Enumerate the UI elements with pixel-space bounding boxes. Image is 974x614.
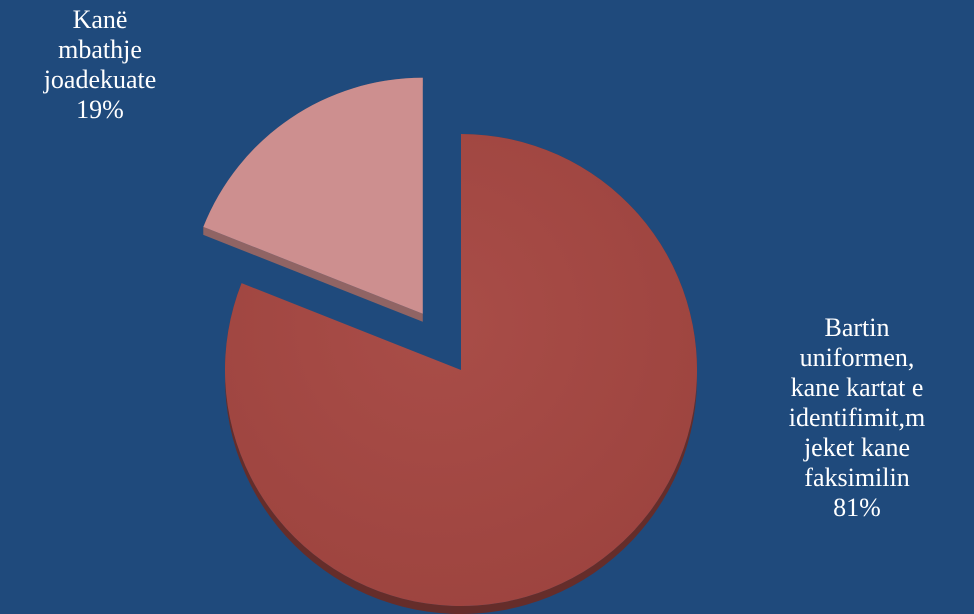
slice-label-line: jeket kane (803, 433, 911, 462)
slice-value-label: 19% (76, 95, 124, 124)
slice-label-line: identifimit,m (788, 403, 926, 432)
slice-label-line: Bartin (824, 313, 890, 342)
slice-label-inadequate-attire: Kanë mbathje joadekuate 19% (0, 5, 200, 125)
slice-label-line: Kanë (72, 5, 128, 34)
pie-slice-wall (203, 226, 423, 322)
slice-label-uniform-id-badge: Bartin uniformen, kane kartat e identifi… (740, 313, 974, 523)
pie-slice-inadequate-attire (203, 77, 423, 314)
slice-label-line: mbathje (58, 35, 142, 64)
pie-slice-uniform-id-badge (224, 134, 697, 607)
slice-label-line: kane kartat e (790, 373, 924, 402)
slice-label-line: uniformen, (799, 343, 915, 372)
slice-value-label: 81% (833, 493, 881, 522)
slice-label-line: joadekuate (43, 65, 157, 94)
slice-label-line: faksimilin (804, 463, 910, 492)
